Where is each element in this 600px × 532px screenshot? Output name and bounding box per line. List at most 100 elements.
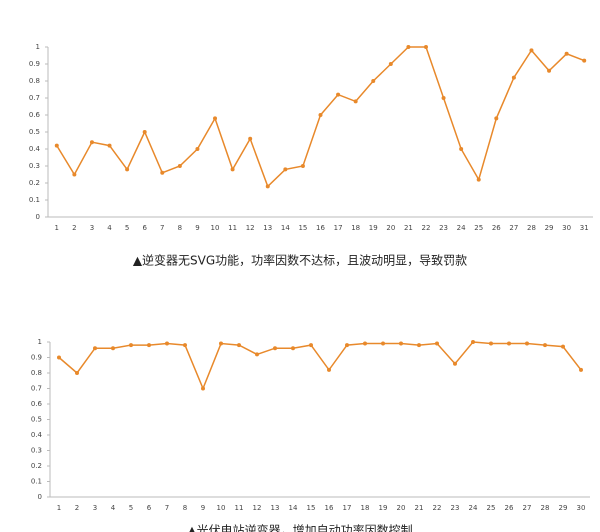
point xyxy=(507,341,511,346)
x-tick-label: 31 xyxy=(580,224,589,232)
x-tick-label: 4 xyxy=(111,504,116,512)
x-tick-label: 6 xyxy=(147,504,152,512)
y-tick-label: 0.5 xyxy=(31,416,42,424)
point xyxy=(381,341,385,346)
x-tick-label: 5 xyxy=(129,504,133,512)
point xyxy=(336,92,341,97)
y-tick-label: 0.6 xyxy=(31,400,43,408)
x-tick-label: 3 xyxy=(90,224,94,232)
point xyxy=(160,170,165,175)
x-tick-label: 8 xyxy=(183,504,187,512)
point xyxy=(435,341,439,346)
point xyxy=(345,343,349,348)
y-tick-label: 1 xyxy=(38,338,42,346)
point xyxy=(363,341,367,346)
x-tick-label: 16 xyxy=(316,224,325,232)
y-tick-label: 1 xyxy=(36,43,40,51)
x-tick-label: 20 xyxy=(397,504,406,512)
point xyxy=(453,361,457,366)
x-tick-label: 21 xyxy=(404,224,413,232)
x-tick-label: 28 xyxy=(527,224,536,232)
x-tick-label: 30 xyxy=(562,224,571,232)
point xyxy=(129,343,133,348)
x-tick-label: 11 xyxy=(235,504,244,512)
x-tick-label: 12 xyxy=(246,224,255,232)
point xyxy=(291,346,295,351)
x-tick-label: 17 xyxy=(334,224,343,232)
x-tick-label: 29 xyxy=(559,504,568,512)
y-tick-label: 0.7 xyxy=(29,94,40,102)
y-tick-label: 0.2 xyxy=(31,462,42,470)
x-tick-label: 25 xyxy=(487,504,496,512)
point xyxy=(54,143,59,148)
x-tick-label: 4 xyxy=(107,224,112,232)
x-tick-label: 19 xyxy=(379,504,388,512)
point xyxy=(230,167,235,172)
point xyxy=(165,341,169,346)
point xyxy=(327,367,331,372)
point xyxy=(476,177,481,182)
x-tick-label: 2 xyxy=(75,504,79,512)
y-tick-label: 0.4 xyxy=(29,145,41,153)
point xyxy=(494,116,499,121)
point xyxy=(529,48,534,53)
point xyxy=(579,367,583,372)
x-tick-label: 23 xyxy=(451,504,460,512)
x-tick-label: 21 xyxy=(415,504,424,512)
point xyxy=(547,68,552,73)
line xyxy=(58,341,582,391)
point xyxy=(265,184,270,189)
x-tick-label: 12 xyxy=(253,504,262,512)
x-tick-label: 19 xyxy=(369,224,378,232)
point xyxy=(399,341,403,346)
y-tick-label: 0.7 xyxy=(31,385,42,393)
point xyxy=(564,51,569,56)
point xyxy=(273,346,277,351)
point xyxy=(72,172,77,177)
point xyxy=(111,346,115,351)
x-tick-label: 22 xyxy=(433,504,442,512)
point xyxy=(147,343,151,348)
point xyxy=(417,343,421,348)
point xyxy=(582,58,587,63)
x-tick-label: 25 xyxy=(474,224,483,232)
y-tick-label: 0 xyxy=(38,493,42,501)
point xyxy=(371,79,376,83)
x-tick-label: 2 xyxy=(72,224,76,232)
y-tick-label: 0.1 xyxy=(29,196,40,204)
point xyxy=(107,143,112,148)
x-tick-label: 6 xyxy=(142,224,147,232)
point xyxy=(388,62,393,66)
point xyxy=(125,167,130,172)
point xyxy=(543,343,547,348)
y-tick-label: 0.1 xyxy=(31,478,42,486)
x-tick-label: 27 xyxy=(523,504,532,512)
y-tick-label: 0.8 xyxy=(29,77,40,85)
x-tick-label: 26 xyxy=(505,504,514,512)
x-tick-label: 9 xyxy=(195,224,199,232)
caption: ▲光伏电站逆变器，增加自动功率因数控制 xyxy=(187,523,412,532)
y-tick-label: 0.9 xyxy=(29,60,40,68)
x-tick-label: 28 xyxy=(541,504,550,512)
y-tick-label: 0.8 xyxy=(31,369,42,377)
x-tick-label: 10 xyxy=(217,504,226,512)
x-tick-label: 18 xyxy=(361,504,370,512)
x-tick-label: 24 xyxy=(469,504,478,512)
point xyxy=(511,75,516,80)
x-tick-label: 15 xyxy=(298,224,307,232)
x-tick-label: 14 xyxy=(289,504,298,512)
point xyxy=(471,340,475,344)
x-tick-label: 1 xyxy=(55,224,59,232)
point xyxy=(142,130,147,134)
point xyxy=(309,343,313,348)
point xyxy=(219,341,223,346)
caption: ▲逆变器无SVG功能，功率因数不达标，且波动明显，导致罚款 xyxy=(133,253,467,268)
point xyxy=(489,341,493,346)
x-tick-label: 22 xyxy=(422,224,431,232)
y-tick-label: 0.3 xyxy=(31,447,42,455)
point xyxy=(423,45,428,49)
x-tick-label: 13 xyxy=(263,224,272,232)
x-tick-label: 1 xyxy=(57,504,61,512)
